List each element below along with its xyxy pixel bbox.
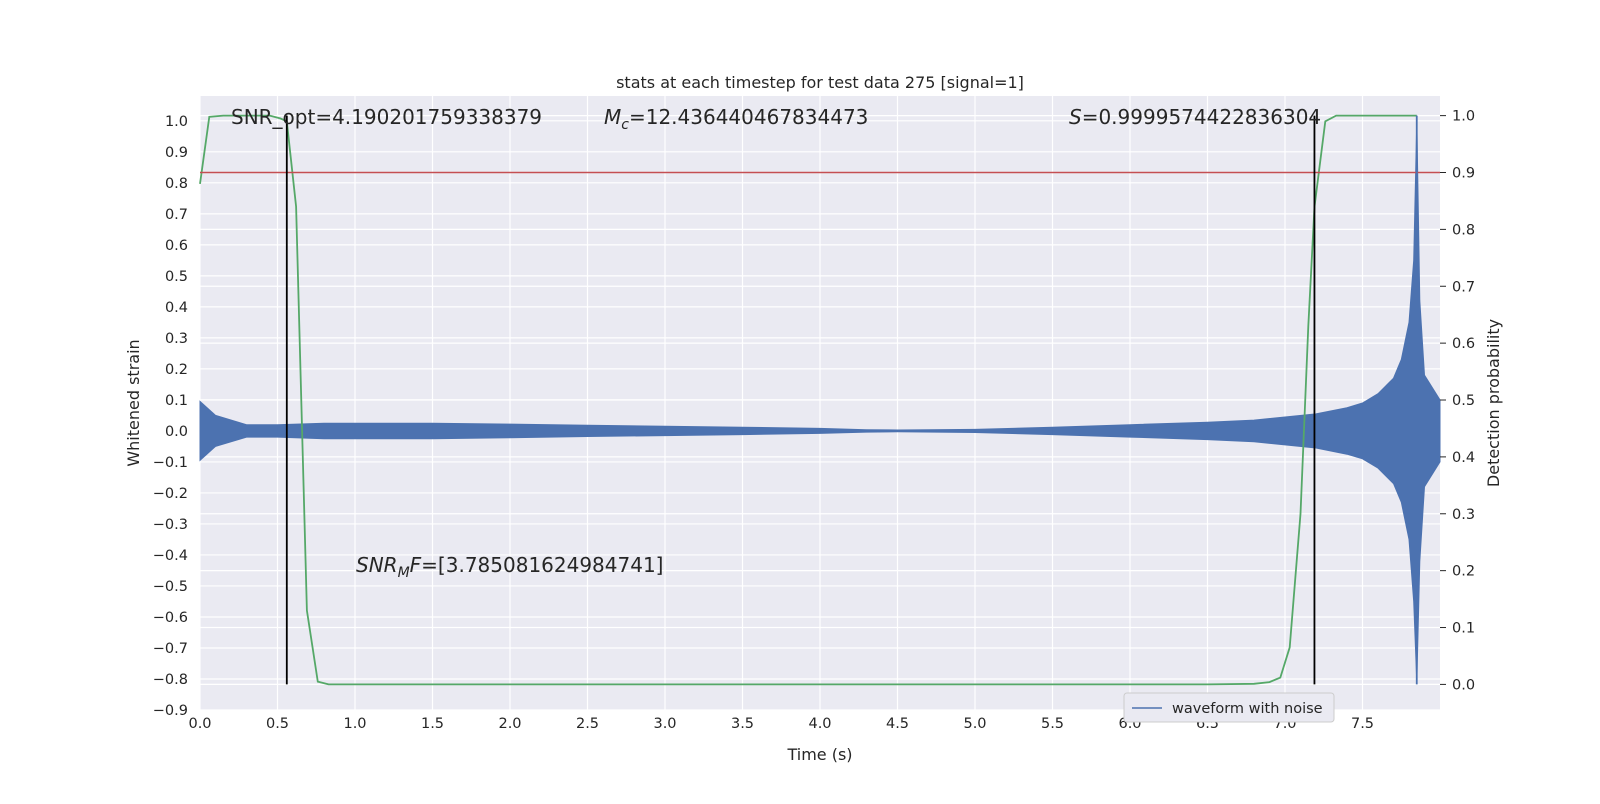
x-tick-label: 4.0 — [808, 716, 831, 732]
y2-tick-label: 0.6 — [1452, 336, 1475, 352]
score-annotation: S=0.9999574422836304 — [1069, 105, 1321, 129]
y-tick-label: 0.1 — [165, 393, 188, 409]
x-tick-label: 5.0 — [963, 716, 986, 732]
x-tick-label: 0.5 — [266, 716, 289, 732]
x-tick-label: 1.0 — [343, 716, 366, 732]
chirp-mass-annotation: Mc=12.436440467834473 — [604, 105, 868, 133]
y2-tick-label: 0.8 — [1452, 222, 1475, 238]
series-layer — [199, 114, 1441, 686]
y-tick-label: −0.5 — [153, 579, 188, 595]
legend-entry: waveform with noise — [1172, 701, 1323, 717]
y2-tick-label: 0.1 — [1452, 621, 1475, 637]
snr-opt-annotation: SNR_opt=4.190201759338379 — [231, 105, 542, 129]
y-tick-labels: 1.0 0.9 0.8 0.7 0.6 0.5 0.4 0.3 0.2 0.1 0.0 −0.1 −0.… — [153, 114, 188, 719]
y2-tick-label: 0.0 — [1452, 677, 1475, 693]
y-tick-label: 0.2 — [165, 362, 188, 378]
legend-box — [1123, 692, 1335, 723]
y2-tick-label: 0.7 — [1452, 279, 1475, 295]
y-tick-label: −0.6 — [153, 610, 188, 626]
y2-tick-label: 0.9 — [1452, 166, 1475, 182]
y2-tick-labels: 1.0 0.9 0.8 0.7 0.6 0.5 0.4 0.3 0.2 0.1 0.0 — [1440, 109, 1475, 693]
detection-probability-series — [199, 114, 1417, 686]
y-tick-label: −0.3 — [153, 517, 188, 533]
x-tick-label: 3.0 — [653, 716, 676, 732]
waveform-series — [199, 120, 1441, 683]
chart-title: stats at each timestep for test data 275… — [616, 73, 1024, 92]
y-tick-label: 0.3 — [165, 331, 188, 347]
x-tick-label: 1.5 — [421, 716, 444, 732]
overlay-layer — [200, 115, 1440, 685]
y-axis-label: Whitened strain — [124, 339, 143, 466]
y-tick-label: 1.0 — [165, 114, 188, 130]
x-tick-label: 2.5 — [576, 716, 599, 732]
legend: waveform with noise — [1123, 692, 1335, 723]
y-tick-label: 0.9 — [165, 145, 188, 161]
y2-tick-label: 1.0 — [1452, 109, 1475, 125]
x-tick-label: 7.5 — [1351, 716, 1374, 732]
y-tick-label: 0.8 — [165, 176, 188, 192]
x-tick-label: 2.0 — [498, 716, 521, 732]
x-tick-label: 5.5 — [1041, 716, 1064, 732]
x-tick-label: 3.5 — [731, 716, 754, 732]
x-axis-label: Time (s) — [786, 745, 852, 764]
y-tick-label: 0.4 — [165, 300, 188, 316]
y-tick-label: −0.7 — [153, 641, 188, 657]
y-tick-label: −0.2 — [153, 486, 188, 502]
y2-tick-label: 0.4 — [1452, 450, 1475, 466]
y-tick-label: 0.0 — [165, 424, 188, 440]
x-tick-label: 0.0 — [188, 716, 211, 732]
y2-tick-label: 0.3 — [1452, 507, 1475, 523]
y-tick-label: −0.9 — [153, 703, 188, 719]
y-tick-label: 0.6 — [165, 238, 188, 254]
y-tick-label: 0.5 — [165, 269, 188, 285]
y-tick-label: −0.8 — [153, 672, 188, 688]
y-tick-label: −0.1 — [153, 455, 188, 471]
y2-tick-label: 0.5 — [1452, 393, 1475, 409]
y2-axis-label: Detection probability — [1484, 319, 1503, 487]
y-tick-label: 0.7 — [165, 207, 188, 223]
snr-mf-annotation: SNRMF=[3.785081624984741] — [356, 553, 664, 581]
x-tick-label: 4.5 — [886, 716, 909, 732]
y-tick-label: −0.4 — [153, 548, 188, 564]
y2-tick-label: 0.2 — [1452, 564, 1475, 580]
